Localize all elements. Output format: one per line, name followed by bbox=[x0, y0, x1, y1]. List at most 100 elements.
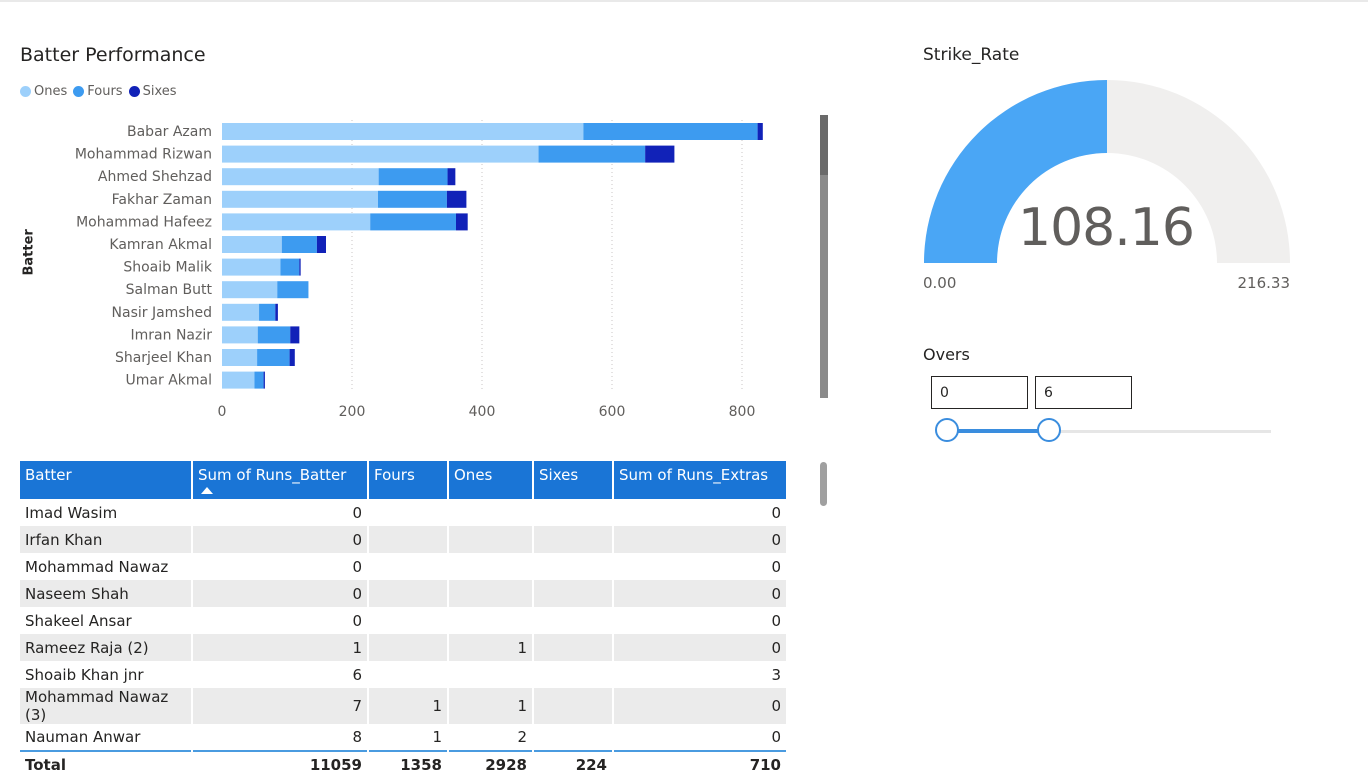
cell-sixes bbox=[533, 580, 614, 607]
bar-ones[interactable] bbox=[222, 303, 260, 321]
header-sum-runs-extras[interactable]: Sum of Runs_Extras bbox=[613, 461, 786, 499]
gauge-max-label: 216.33 bbox=[1237, 274, 1291, 292]
header-sum-runs-batter[interactable]: Sum of Runs_Batter bbox=[192, 461, 369, 499]
bar-ones[interactable] bbox=[222, 326, 258, 344]
cell-runs-batter: 0 bbox=[192, 526, 369, 553]
table-row[interactable]: Mohammad Nawaz 0 0 bbox=[20, 553, 786, 580]
top-divider bbox=[0, 0, 1368, 2]
bar-fours[interactable] bbox=[281, 236, 317, 253]
bar-ones[interactable] bbox=[222, 123, 584, 140]
batter-table: Batter Sum of Runs_Batter Fours Ones Six… bbox=[20, 461, 786, 777]
cell-batter: Naseem Shah bbox=[20, 580, 193, 607]
table-row[interactable]: Irfan Khan 0 0 bbox=[20, 526, 786, 553]
chart-title: Batter Performance bbox=[20, 44, 206, 66]
cell-batter: Imad Wasim bbox=[20, 499, 193, 526]
overs-slider-handle-min[interactable] bbox=[935, 418, 959, 442]
cell-ones: 1 bbox=[448, 688, 534, 724]
bar-ones[interactable] bbox=[222, 145, 539, 163]
table-row[interactable]: Shoaib Khan jnr 6 3 bbox=[20, 661, 786, 688]
cell-sixes bbox=[533, 724, 614, 751]
bar-ones[interactable] bbox=[222, 371, 255, 389]
table-row[interactable]: Imad Wasim 0 0 bbox=[20, 499, 786, 526]
table-row[interactable]: Mohammad Nawaz (3) 7 1 1 0 bbox=[20, 688, 786, 724]
bar-fours[interactable] bbox=[277, 281, 309, 299]
bar-sixes[interactable] bbox=[290, 326, 300, 344]
bar-fours[interactable] bbox=[254, 371, 264, 389]
cell-batter: Irfan Khan bbox=[20, 526, 193, 553]
table-row[interactable]: Naseem Shah 0 0 bbox=[20, 580, 786, 607]
bar-fours[interactable] bbox=[280, 258, 300, 276]
bar-sixes[interactable] bbox=[263, 371, 265, 389]
bar-sixes[interactable] bbox=[447, 168, 456, 186]
bar-sixes[interactable] bbox=[299, 258, 301, 276]
chart-scrollbar-thumb[interactable] bbox=[820, 115, 828, 175]
bar-ones[interactable] bbox=[222, 213, 371, 231]
table-row[interactable]: Nauman Anwar 8 1 2 0 bbox=[20, 724, 786, 751]
bar-fours[interactable] bbox=[259, 303, 276, 321]
cell-fours bbox=[368, 634, 449, 661]
cell-runs-extras: 0 bbox=[613, 724, 786, 751]
bar-fours[interactable] bbox=[257, 349, 290, 366]
bar-fours[interactable] bbox=[583, 123, 758, 140]
overs-title: Overs bbox=[923, 345, 970, 364]
strike-rate-gauge bbox=[924, 80, 1290, 263]
cell-fours bbox=[368, 580, 449, 607]
bar-fours[interactable] bbox=[378, 168, 448, 186]
legend-ones-swatch bbox=[20, 85, 31, 97]
cell-ones bbox=[448, 553, 534, 580]
overs-slider-track[interactable] bbox=[948, 430, 1271, 433]
cell-runs-extras: 3 bbox=[613, 661, 786, 688]
bar-fours[interactable] bbox=[370, 213, 456, 231]
cell-ones bbox=[448, 661, 534, 688]
table-scrollbar[interactable] bbox=[820, 462, 827, 506]
chart-scrollbar[interactable] bbox=[820, 115, 828, 398]
gauge-min-label: 0.00 bbox=[923, 274, 957, 292]
bar-sixes[interactable] bbox=[275, 303, 278, 321]
bar-sixes[interactable] bbox=[757, 123, 763, 140]
header-batter[interactable]: Batter bbox=[20, 461, 193, 499]
bar-sixes[interactable] bbox=[446, 190, 467, 208]
bar-sixes[interactable] bbox=[456, 213, 468, 231]
overs-slider-handle-max[interactable] bbox=[1037, 418, 1061, 442]
bar-ones[interactable] bbox=[222, 236, 282, 253]
cell-ones bbox=[448, 580, 534, 607]
y-tick-label: Nasir Jamshed bbox=[112, 305, 212, 321]
table-row[interactable]: Shakeel Ansar 0 0 bbox=[20, 607, 786, 634]
cell-batter: Mohammad Nawaz (3) bbox=[20, 688, 193, 724]
cell-runs-extras: 0 bbox=[613, 688, 786, 724]
header-fours[interactable]: Fours bbox=[368, 461, 449, 499]
bar-ones[interactable] bbox=[222, 190, 378, 208]
bar-sixes[interactable] bbox=[289, 349, 295, 366]
cell-runs-extras: 0 bbox=[613, 580, 786, 607]
cell-runs-batter: 0 bbox=[192, 580, 369, 607]
bar-sixes[interactable] bbox=[645, 145, 675, 163]
header-ones[interactable]: Ones bbox=[448, 461, 534, 499]
table-total-row: Total 11059 1358 2928 224 710 bbox=[20, 750, 786, 777]
cell-sixes bbox=[533, 553, 614, 580]
bar-ones[interactable] bbox=[222, 281, 278, 299]
bar-fours[interactable] bbox=[378, 190, 447, 208]
total-label: Total bbox=[20, 750, 193, 777]
cell-runs-batter: 1 bbox=[192, 634, 369, 661]
legend-item-sixes[interactable]: Sixes bbox=[128, 84, 177, 99]
legend-item-ones[interactable]: Ones bbox=[20, 84, 67, 99]
bar-ones[interactable] bbox=[222, 168, 379, 186]
overs-from-input[interactable]: 0 bbox=[931, 376, 1028, 409]
bar-sixes[interactable] bbox=[316, 236, 326, 253]
header-sum-runs-batter-label: Sum of Runs_Batter bbox=[198, 466, 347, 484]
bar-ones[interactable] bbox=[222, 349, 258, 366]
y-tick-label: Shoaib Malik bbox=[123, 260, 213, 276]
header-sixes[interactable]: Sixes bbox=[533, 461, 614, 499]
bar-fours[interactable] bbox=[257, 326, 291, 344]
cell-ones bbox=[448, 607, 534, 634]
bar-fours[interactable] bbox=[538, 145, 646, 163]
y-tick-label: Babar Azam bbox=[127, 124, 212, 140]
y-tick-label: Sharjeel Khan bbox=[115, 350, 212, 366]
total-runs-extras: 710 bbox=[613, 750, 786, 777]
total-sixes: 224 bbox=[533, 750, 614, 777]
table-row[interactable]: Rameez Raja (2) 1 1 0 bbox=[20, 634, 786, 661]
bar-ones[interactable] bbox=[222, 258, 281, 276]
overs-slider-range bbox=[948, 429, 1050, 433]
overs-to-input[interactable]: 6 bbox=[1035, 376, 1132, 409]
legend-item-fours[interactable]: Fours bbox=[73, 84, 123, 99]
